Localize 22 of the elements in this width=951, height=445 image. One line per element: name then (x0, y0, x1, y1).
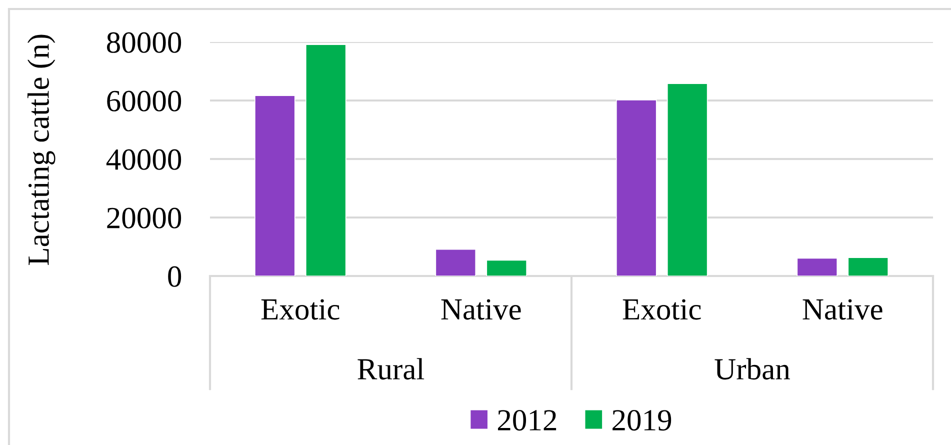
text: Rural (358, 358, 424, 380)
y-tick-label: 20000 (107, 208, 182, 228)
bar (254, 95, 296, 276)
legend-label: 2019 (612, 410, 672, 431)
x-tick-label: Native (802, 299, 882, 320)
x-tick-label: Exotic (622, 299, 701, 320)
bar (305, 44, 346, 276)
bar (666, 83, 708, 276)
x-tick-label: Native (441, 299, 521, 320)
y-tick-label: 60000 (107, 90, 182, 112)
x-tick-label: Exotic (261, 299, 340, 320)
y-tick-label: 80000 (107, 32, 182, 53)
y-tick-label: 40000 (106, 149, 182, 170)
bar (616, 99, 657, 276)
legend-label: 2012 (498, 410, 556, 431)
bar (435, 248, 476, 276)
y-axis-title: Lactating cattle (n) (27, 34, 56, 265)
bar (848, 257, 889, 276)
bar (486, 260, 528, 276)
y-tick-label: 0 (168, 266, 182, 287)
bar (796, 258, 838, 276)
text: Urban (714, 358, 790, 380)
